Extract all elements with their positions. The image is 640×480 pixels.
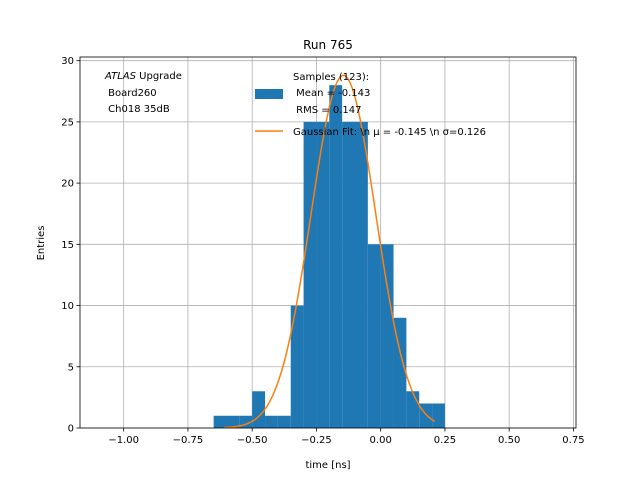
x-tick-label: 0.00 [370,435,392,446]
annotation-upgrade: Upgrade [136,71,182,82]
histogram-bar [252,391,266,428]
y-tick-label: 10 [61,301,74,312]
legend-samples-line-3: RMS = 0.147 [293,105,361,116]
histogram-bar [226,415,240,428]
axes-frame [79,56,577,429]
histogram-bar [316,121,330,429]
y-tick-label: 15 [61,240,74,251]
legend-samples-line-1: Samples (123): [293,72,369,83]
histogram-bar [303,121,317,429]
y-axis-ticks: 0 5 10 15 20 25 30 [61,56,80,435]
histogram-bar [380,244,394,428]
annotation-line-2: Board260 [105,88,157,99]
histogram-bars [213,85,445,429]
x-tick-label: 0.50 [498,435,520,446]
legend: Samples (123): Mean = -0.143 RMS = 0.147… [255,72,486,138]
histogram-bar [354,121,368,429]
histogram-bar [329,85,343,428]
histogram-bar [277,415,291,428]
annotation-line-3: Ch018 35dB [105,104,170,115]
atlas-annotation: ATLAS Upgrade Board260 Ch018 35dB [104,71,182,115]
y-tick-label: 20 [61,179,74,190]
annotation-line-1: ATLAS Upgrade [104,71,182,82]
x-axis-label: time [ns] [305,460,350,471]
x-tick-label: −0.50 [237,435,268,446]
y-tick-label: 30 [61,56,74,67]
histogram-bar [367,244,381,428]
chart-title: Run 765 [303,38,353,52]
annotation-atlas: ATLAS [104,71,137,82]
y-tick-label: 0 [68,424,74,435]
y-axis-label: Entries [36,226,47,261]
x-axis-ticks: −1.00 −0.75 −0.50 −0.25 0.00 0.25 0.50 0.75 [108,428,585,446]
x-tick-label: 0.25 [434,435,456,446]
y-tick-label: 25 [61,117,74,128]
y-tick-label: 5 [68,362,74,373]
x-tick-label: −1.00 [108,435,139,446]
histogram-bar [406,391,420,428]
x-tick-label: −0.25 [301,435,332,446]
legend-samples-swatch [255,89,283,99]
x-tick-label: −0.75 [173,435,204,446]
gaussian-fit-line [223,74,436,429]
legend-fit-label: Gaussian Fit: \n μ = -0.145 \n σ=0.126 [293,127,486,138]
legend-samples-line-2: Mean = -0.143 [293,88,370,99]
histogram-bar [213,415,227,428]
histogram-bar [290,305,304,428]
histogram-bar [265,415,278,428]
histogram-bar [393,317,407,428]
histogram-bar [432,403,445,428]
x-tick-label: 0.75 [562,435,584,446]
histogram-bar [342,121,355,429]
